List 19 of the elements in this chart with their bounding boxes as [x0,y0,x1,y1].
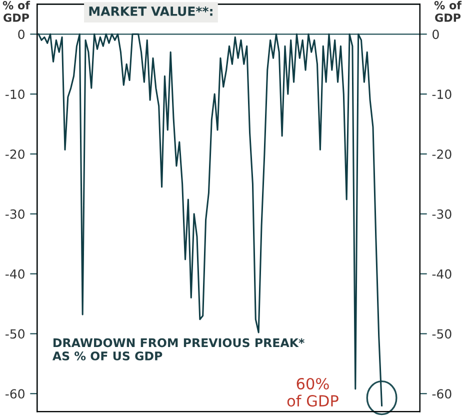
y2-tick-label: 0 [432,30,439,40]
y-tick-label: -30 [6,209,24,219]
y-tick-label: -50 [6,329,24,339]
y2-tick-label: -30 [432,209,452,219]
y2-tick-label: -60 [432,389,452,399]
y-tick-label: 0 [18,30,24,40]
y-tick-label: -10 [6,90,24,99]
y2-tick-label: -20 [432,149,452,159]
annotation: MARKET VALUE**: [89,6,212,16]
y2-axis-title: % of GDP [434,0,462,22]
y2-tick-label: -40 [432,269,452,279]
y-axis-title: % of GDP [2,0,30,22]
y-tick-label: -40 [6,269,24,279]
y2-tick-label: -10 [432,90,452,99]
y-tick-label: -20 [6,149,24,159]
y2-tick-label: -50 [432,329,452,339]
y-tick-label: -60 [6,389,24,399]
annotation: 60% of GDP [287,378,338,407]
annotation: DRAWDOWN FROM PREVIOUS PREAK* AS % OF US GDP [52,338,304,360]
